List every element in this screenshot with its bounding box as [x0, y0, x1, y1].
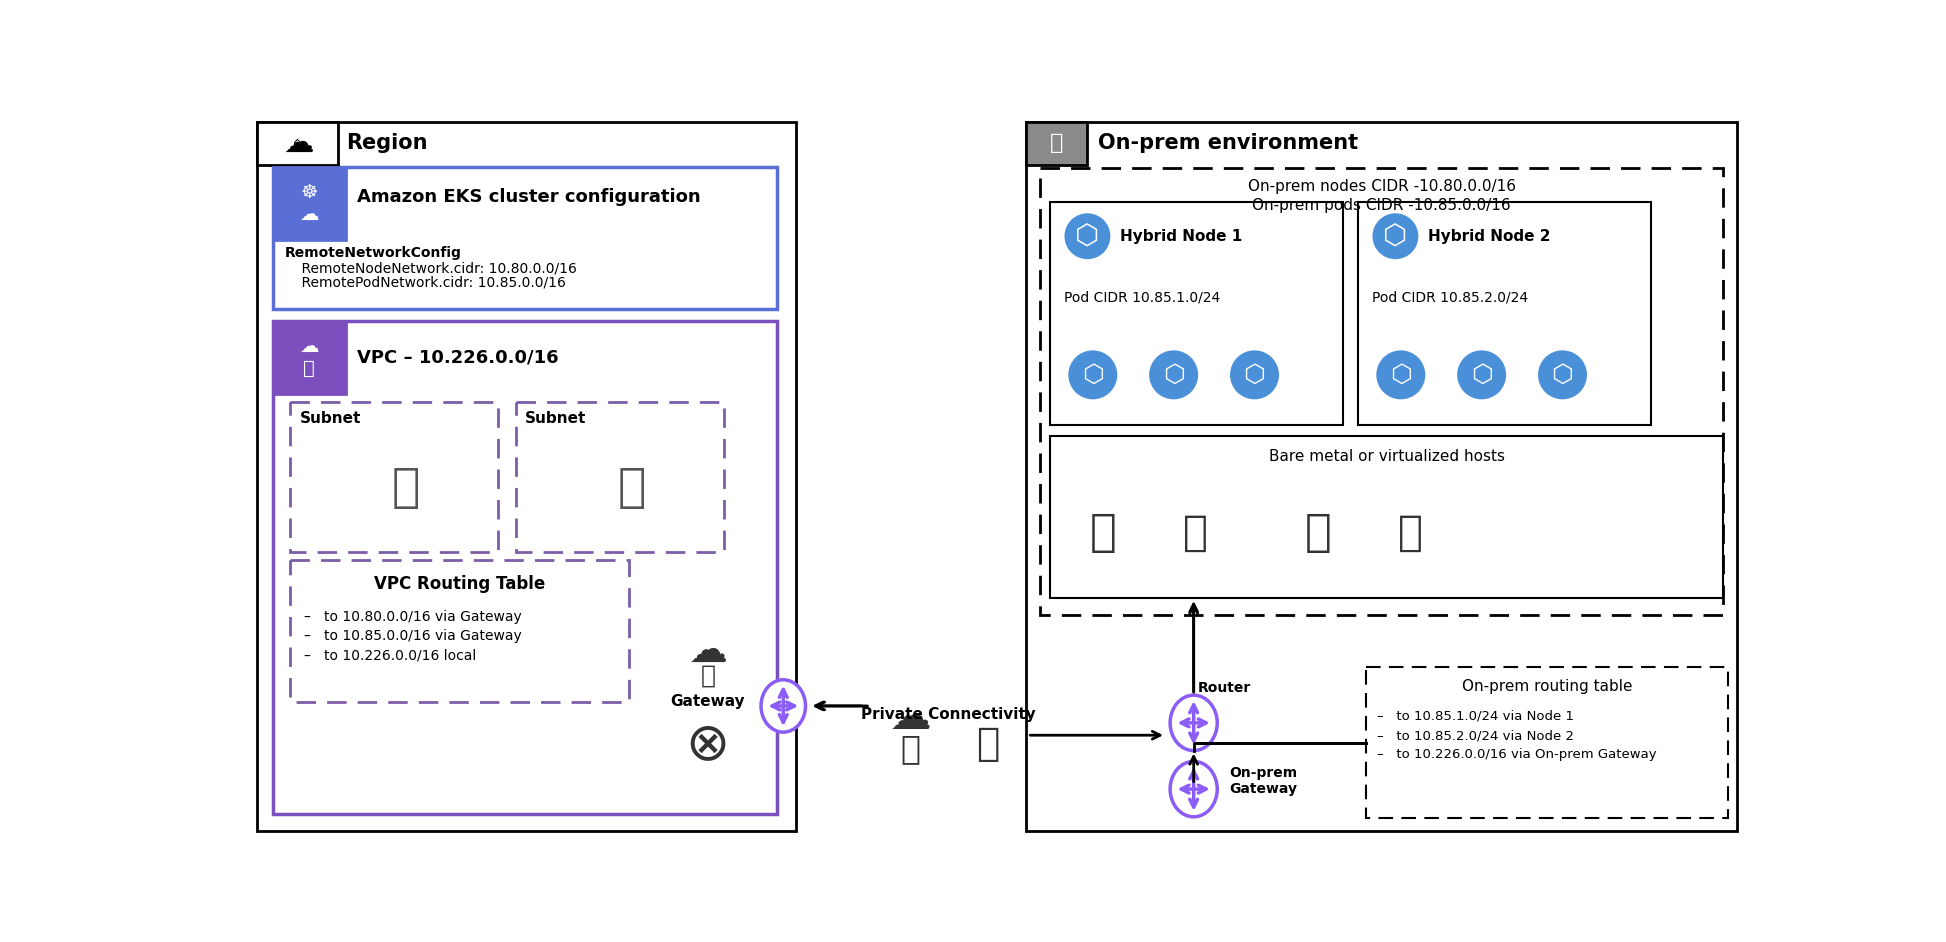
Text: VPC – 10.226.0.0/16: VPC – 10.226.0.0/16: [358, 349, 559, 366]
Circle shape: [1374, 215, 1417, 258]
Text: ⬡: ⬡: [1384, 222, 1407, 251]
Text: 🏢: 🏢: [1051, 134, 1063, 154]
Text: –   to 10.226.0.0/16 via On-prem Gateway: – to 10.226.0.0/16 via On-prem Gateway: [1378, 748, 1656, 761]
Text: 📡: 📡: [901, 732, 920, 765]
Text: On-prem pods CIDR -10.85.0.0/16: On-prem pods CIDR -10.85.0.0/16: [1251, 198, 1510, 213]
Text: RemoteNodeNetwork.cidr: 10.80.0.0/16: RemoteNodeNetwork.cidr: 10.80.0.0/16: [284, 262, 578, 276]
Text: On-prem nodes CIDR -10.80.0.0/16: On-prem nodes CIDR -10.80.0.0/16: [1247, 179, 1516, 194]
Text: ⬡: ⬡: [1162, 363, 1185, 387]
Text: Subnet: Subnet: [525, 411, 586, 426]
Text: ☁: ☁: [284, 129, 313, 158]
Text: 🖥: 🖥: [1090, 512, 1117, 554]
Bar: [272, 167, 346, 240]
Text: RemoteNetworkConfig: RemoteNetworkConfig: [284, 246, 461, 260]
Bar: [257, 122, 339, 165]
Ellipse shape: [1170, 695, 1218, 751]
Circle shape: [1150, 351, 1197, 398]
Text: ⬡: ⬡: [1082, 363, 1103, 387]
Bar: [272, 321, 776, 814]
Text: ☁: ☁: [889, 696, 930, 739]
Circle shape: [1378, 351, 1424, 398]
Bar: [516, 402, 724, 552]
Text: Pod CIDR 10.85.1.0/24: Pod CIDR 10.85.1.0/24: [1064, 290, 1220, 304]
Text: On-prem environment: On-prem environment: [1098, 134, 1358, 154]
Text: ⬡: ⬡: [1243, 363, 1265, 387]
Text: Region: Region: [346, 134, 428, 154]
Ellipse shape: [761, 680, 806, 732]
Text: 🔒: 🔒: [975, 725, 998, 763]
Text: ☁
🛡: ☁ 🛡: [300, 337, 319, 378]
Text: Bare metal or virtualized hosts: Bare metal or virtualized hosts: [1269, 448, 1504, 463]
Text: ⬡: ⬡: [1076, 222, 1099, 251]
Text: –   to 10.85.0.0/16 via Gateway: – to 10.85.0.0/16 via Gateway: [304, 629, 522, 643]
Circle shape: [1066, 215, 1109, 258]
Bar: [1026, 122, 1088, 165]
Text: 🔲: 🔲: [391, 466, 420, 511]
Circle shape: [1232, 351, 1279, 398]
Text: 🛡: 🛡: [701, 663, 716, 687]
Text: ⬡: ⬡: [1551, 363, 1574, 387]
Text: –   to 10.85.1.0/24 via Node 1: – to 10.85.1.0/24 via Node 1: [1378, 709, 1574, 723]
Bar: [272, 167, 776, 309]
Text: Subnet: Subnet: [300, 411, 362, 426]
Bar: [257, 122, 796, 831]
Text: Pod CIDR 10.85.2.0/24: Pod CIDR 10.85.2.0/24: [1372, 290, 1528, 304]
Text: Hybrid Node 2: Hybrid Node 2: [1428, 229, 1551, 244]
Bar: [1026, 122, 1738, 831]
Text: ☁: ☁: [689, 631, 728, 670]
Text: On-prem routing table: On-prem routing table: [1461, 679, 1633, 694]
Bar: [272, 321, 346, 394]
Text: –   to 10.226.0.0/16 local: – to 10.226.0.0/16 local: [304, 648, 477, 662]
Text: –   to 10.80.0.0/16 via Gateway: – to 10.80.0.0/16 via Gateway: [304, 609, 522, 624]
Text: 🖥: 🖥: [1306, 512, 1331, 554]
Ellipse shape: [1170, 761, 1218, 817]
Bar: [290, 402, 498, 552]
Text: 🔲: 🔲: [617, 466, 646, 511]
Text: ☸
☁: ☸ ☁: [300, 183, 319, 224]
Text: 📦: 📦: [1399, 512, 1423, 554]
Text: –   to 10.85.2.0/24 via Node 2: – to 10.85.2.0/24 via Node 2: [1378, 729, 1574, 742]
Text: Router: Router: [1197, 681, 1251, 695]
Text: Amazon EKS cluster configuration: Amazon EKS cluster configuration: [358, 188, 701, 206]
Text: Gateway: Gateway: [671, 694, 745, 709]
Text: VPC Routing Table: VPC Routing Table: [374, 575, 545, 593]
Text: Hybrid Node 1: Hybrid Node 1: [1119, 229, 1242, 244]
Bar: [1051, 202, 1343, 425]
Text: ⊗: ⊗: [685, 719, 730, 771]
Circle shape: [1539, 351, 1586, 398]
Text: RemotePodNetwork.cidr: 10.85.0.0/16: RemotePodNetwork.cidr: 10.85.0.0/16: [284, 275, 566, 289]
Text: ⬡: ⬡: [1471, 363, 1493, 387]
Bar: [1358, 202, 1650, 425]
Text: ⬡: ⬡: [1389, 363, 1411, 387]
Text: 📦: 📦: [1183, 512, 1208, 554]
Text: Private Connectivity: Private Connectivity: [862, 707, 1035, 723]
Bar: [1366, 668, 1728, 818]
Bar: [290, 560, 629, 702]
Bar: [1051, 436, 1724, 598]
Text: ⌂: ⌂: [294, 137, 302, 151]
Circle shape: [1460, 351, 1504, 398]
Bar: [1039, 169, 1724, 615]
Text: On-prem
Gateway: On-prem Gateway: [1230, 766, 1298, 797]
Circle shape: [1070, 351, 1115, 398]
